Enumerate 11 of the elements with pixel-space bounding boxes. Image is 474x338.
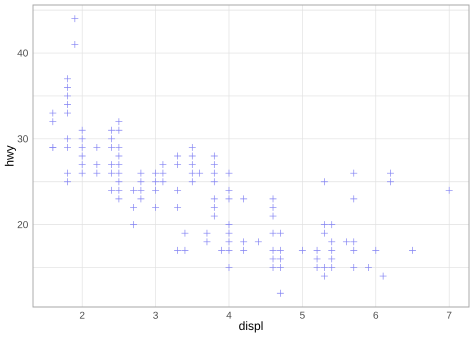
x-axis-title: displ [239, 321, 263, 332]
y-tick-label: 30 [18, 135, 28, 142]
y-tick-label: 40 [17, 49, 28, 57]
x-tick-label: 7 [446, 312, 452, 319]
x-tick-label: 2 [80, 312, 84, 319]
x-tick-label: 4 [226, 312, 232, 319]
y-tick-label: 20 [18, 221, 28, 228]
y-axis-title: hwy [4, 145, 16, 166]
x-tick-label: 3 [153, 312, 158, 319]
x-tick-label: 5 [300, 312, 305, 319]
x-tick-label: 6 [374, 312, 378, 319]
